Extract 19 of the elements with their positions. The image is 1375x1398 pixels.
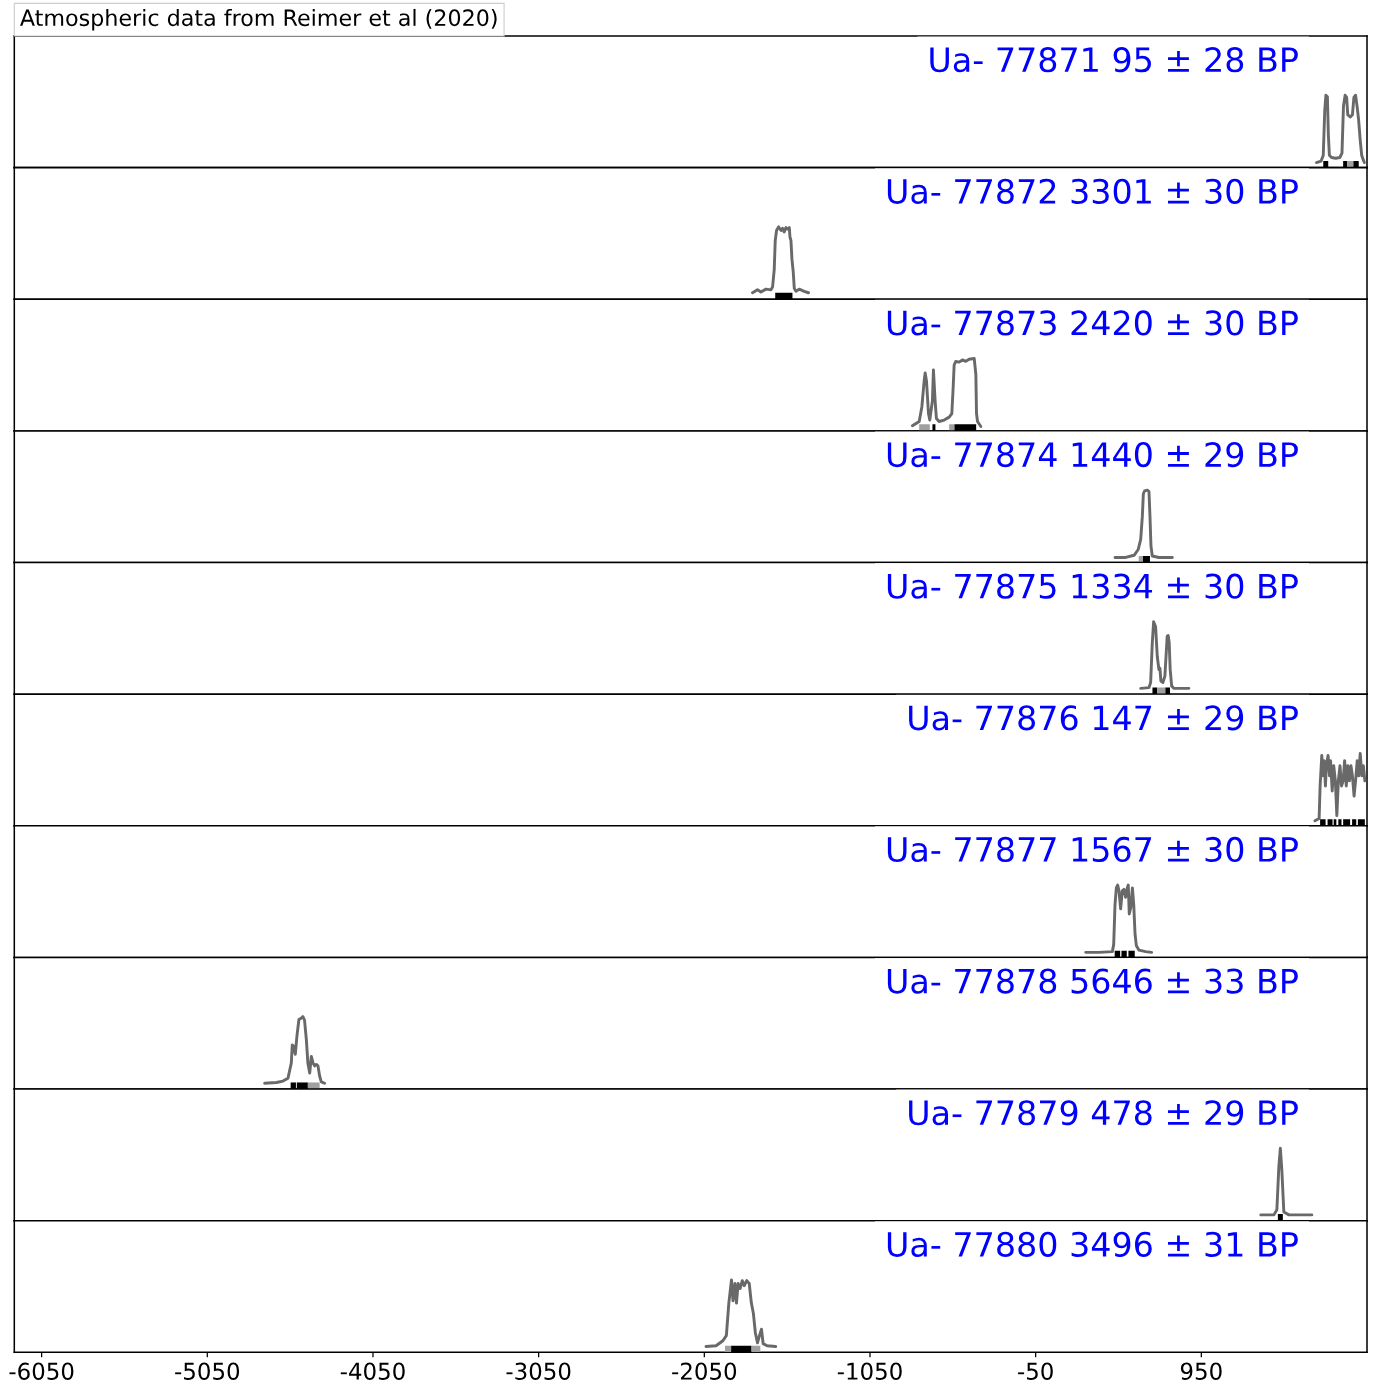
x-tick-label: -3050 [506, 1362, 571, 1380]
chart-title: Ua- 77873 2420 ± 30 BP [887, 310, 1298, 336]
chart-title: Ua- 77875 1334 ± 30 BP [887, 573, 1298, 599]
x-tick-label: -50 [1018, 1362, 1053, 1380]
x-tick-label: -2050 [672, 1362, 737, 1380]
x-tick-label: 950 [1180, 1362, 1222, 1380]
x-tick-label: -5050 [175, 1362, 240, 1380]
chart-title: Ua- 77879 478 ± 29 BP [909, 1100, 1298, 1126]
x-tick-label: -1050 [837, 1362, 902, 1380]
x-tick-label: -4050 [340, 1362, 405, 1380]
chart-title: Ua- 77877 1567 ± 30 BP [887, 836, 1298, 863]
chart-title: Ua- 77874 1440 ± 29 BP [887, 441, 1298, 468]
x-tick-label: -6050 [9, 1362, 74, 1380]
chart-title: Ua- 77872 3301 ± 30 BP [887, 178, 1298, 204]
chart-title: Ua- 77878 5646 ± 33 BP [887, 968, 1298, 994]
chart-title: Ua- 77876 147 ± 29 BP [909, 705, 1298, 731]
text: Atmospheric data from Reimer et al (2020) [20, 8, 497, 31]
chart-title: Ua- 77871 95 ± 28 BP [930, 47, 1298, 73]
chart-title: Ua- 77880 3496 ± 31 BP [887, 1231, 1298, 1257]
